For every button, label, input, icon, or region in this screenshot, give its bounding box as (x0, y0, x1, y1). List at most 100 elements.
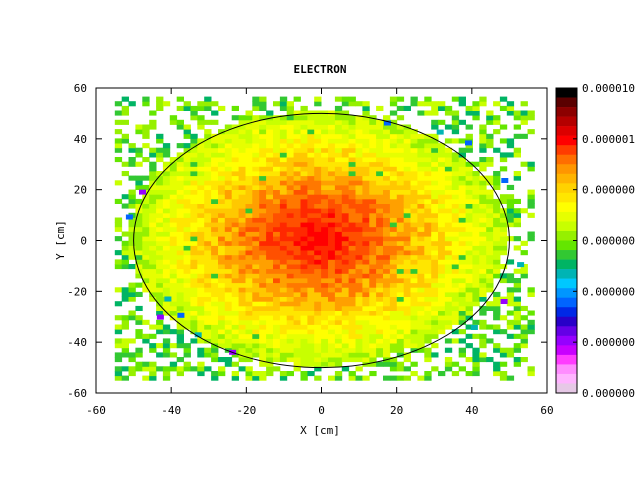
heatmap-cell (341, 343, 350, 349)
heatmap-cell (355, 184, 363, 190)
heatmap-cell (362, 329, 370, 335)
heatmap-cell (128, 245, 136, 251)
heatmap-cell (142, 129, 150, 135)
heatmap-cell (369, 147, 377, 153)
heatmap-cell (438, 105, 446, 111)
heatmap-cell (362, 268, 370, 274)
heatmap-cell (259, 338, 267, 344)
heatmap-cell (142, 212, 150, 218)
heatmap-cell (149, 264, 157, 270)
heatmap-cell (211, 161, 219, 167)
heatmap-cell (438, 296, 446, 302)
heatmap-cell (376, 133, 384, 139)
heatmap-cell (493, 361, 501, 367)
heatmap-cell (162, 343, 171, 349)
heatmap-cell (224, 236, 233, 242)
heatmap-cell (334, 250, 343, 256)
heatmap-cell (266, 343, 274, 349)
heatmap-cell (389, 96, 398, 102)
heatmap-cell (451, 96, 460, 102)
heatmap-cell (493, 301, 501, 307)
heatmap-cell (362, 226, 370, 232)
heatmap-cell (389, 278, 398, 284)
heatmap-cell (300, 152, 308, 158)
heatmap-cell (334, 245, 343, 251)
heatmap-cell (314, 254, 322, 260)
heatmap-cell (218, 319, 226, 325)
heatmap-cell (142, 338, 150, 344)
heatmap-cell (307, 133, 315, 139)
heatmap-cell (376, 189, 384, 195)
heatmap-cell (444, 338, 453, 344)
heatmap-cell (149, 371, 157, 377)
heatmap-cell (245, 333, 253, 339)
heatmap-cell (417, 189, 425, 195)
heatmap-cell (389, 338, 398, 344)
heatmap-cell (300, 208, 308, 214)
heatmap-cell (444, 240, 453, 246)
heatmap-cell (114, 329, 123, 335)
heatmap-cell (273, 254, 281, 260)
heatmap-cell (300, 268, 308, 274)
heatmap-cell (355, 124, 363, 130)
heatmap-cell (451, 212, 460, 218)
colorbar-swatch (556, 297, 577, 308)
heatmap-cell (403, 329, 411, 335)
heatmap-cell (176, 180, 184, 186)
heatmap-cell (355, 138, 363, 144)
heatmap-cell (383, 282, 391, 288)
heatmap-cell (238, 171, 246, 177)
heatmap-cell (162, 366, 171, 372)
heatmap-cell (135, 245, 143, 251)
heatmap-cell (465, 226, 473, 232)
heatmap-cell (279, 189, 288, 195)
heatmap-cell (114, 287, 123, 293)
heatmap-cell (307, 301, 315, 307)
heatmap-cell (245, 180, 253, 186)
heatmap-cell (451, 329, 460, 335)
heatmap-cell (273, 310, 281, 316)
heatmap-cell (321, 222, 329, 228)
heatmap-cell (479, 240, 487, 246)
heatmap-cell (190, 296, 198, 302)
heatmap-cell (362, 129, 370, 135)
heatmap-cell (479, 278, 487, 284)
heatmap-cell (266, 301, 274, 307)
heatmap-cell (376, 315, 384, 321)
heatmap-cell (293, 175, 301, 181)
heatmap-cell (424, 375, 432, 381)
heatmap-cell (369, 180, 377, 186)
heatmap-cell (128, 291, 136, 297)
heatmap-cell (307, 212, 315, 218)
heatmap-cell (410, 101, 418, 107)
heatmap-cell (396, 105, 405, 111)
heatmap-cell (135, 352, 143, 358)
heatmap-cell (321, 268, 329, 274)
heatmap-cell (293, 124, 301, 130)
heatmap-cell (493, 259, 501, 265)
heatmap-cell (451, 231, 460, 237)
heatmap-cell (431, 352, 439, 358)
heatmap-cell (410, 171, 418, 177)
heatmap-cell (245, 184, 253, 190)
heatmap-cell (355, 375, 363, 381)
heatmap-cell (513, 278, 521, 284)
heatmap-cell (355, 329, 363, 335)
heatmap-cell (369, 254, 377, 260)
heatmap-cell (307, 194, 315, 200)
heatmap-cell (176, 171, 184, 177)
heatmap-cell (142, 198, 150, 204)
heatmap-cell (520, 333, 528, 339)
heatmap-cell (252, 222, 260, 228)
colorbar-swatch (556, 230, 577, 241)
heatmap-cell (252, 305, 260, 311)
heatmap-cell (527, 236, 535, 242)
heatmap-cell (190, 189, 198, 195)
heatmap-cell (273, 147, 281, 153)
heatmap-cell (376, 147, 384, 153)
heatmap-cell (513, 324, 521, 330)
heatmap-cell (183, 194, 191, 200)
heatmap-cell (142, 133, 150, 139)
heatmap-cell (348, 212, 356, 218)
heatmap-cell (355, 250, 363, 256)
